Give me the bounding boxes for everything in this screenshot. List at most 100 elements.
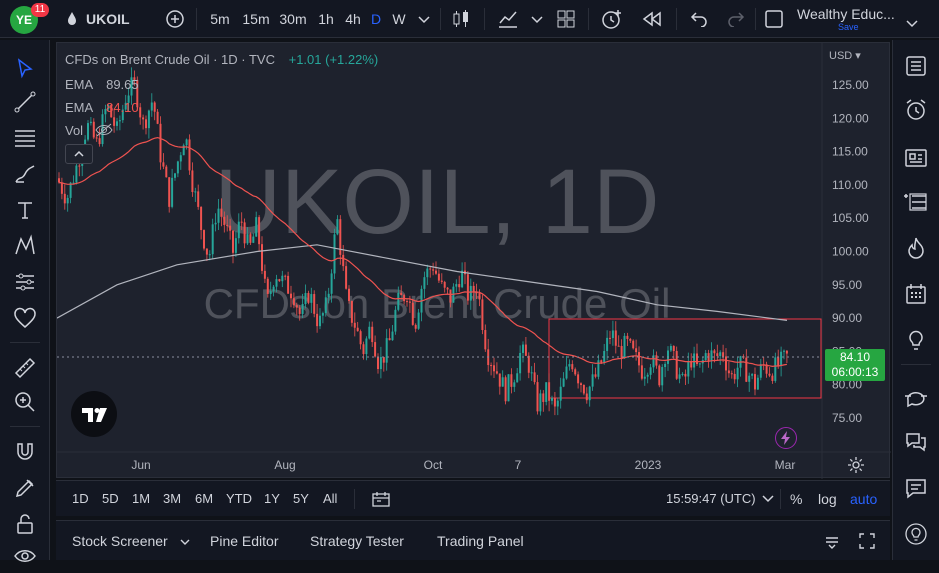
- interval-w[interactable]: W: [392, 11, 406, 27]
- range-all[interactable]: All: [323, 491, 338, 506]
- chats-icon[interactable]: [904, 430, 928, 454]
- undo-icon[interactable]: [688, 0, 710, 38]
- utc-clock[interactable]: 15:59:47 (UTC): [666, 491, 756, 506]
- account-name[interactable]: Wealthy Educ...: [797, 6, 895, 22]
- replay-icon[interactable]: [640, 0, 664, 38]
- candle-down: [226, 225, 229, 227]
- interval-30m[interactable]: 30m: [279, 11, 307, 27]
- ema-legend-2[interactable]: EMA 84.10: [65, 100, 139, 115]
- interval-4h[interactable]: 4h: [345, 11, 361, 27]
- price-change: +1.01 (+1.22%): [288, 52, 379, 67]
- messages-icon[interactable]: [904, 476, 928, 500]
- prediction-icon[interactable]: [13, 270, 37, 294]
- indicators-icon[interactable]: [496, 0, 520, 38]
- range-1m[interactable]: 1M: [132, 491, 151, 506]
- interval-5m[interactable]: 5m: [210, 11, 230, 27]
- streams-icon[interactable]: [904, 386, 928, 410]
- lightning-icon[interactable]: [775, 427, 797, 449]
- fullscreen-box-icon[interactable]: [763, 0, 785, 38]
- ema-legend-1[interactable]: EMA 89.65: [65, 77, 139, 92]
- candle-down: [722, 352, 725, 357]
- eye-hidden-icon[interactable]: [95, 123, 113, 140]
- price-tick-label: 95.00: [832, 278, 862, 292]
- brush-icon[interactable]: [13, 162, 37, 186]
- patterns-icon[interactable]: [13, 234, 37, 258]
- range-1y[interactable]: 1Y: [264, 491, 280, 506]
- volume-legend[interactable]: Vol: [65, 123, 113, 140]
- magnet-icon[interactable]: [13, 440, 37, 464]
- ema-fast-line: [58, 136, 788, 368]
- candles-chart-type-icon[interactable]: [450, 0, 472, 38]
- save-label[interactable]: Save: [838, 22, 859, 32]
- add-list-icon[interactable]: [904, 190, 928, 214]
- candle-down: [548, 382, 551, 401]
- calendar-icon[interactable]: [904, 282, 928, 306]
- compare-symbol-icon[interactable]: [163, 0, 187, 38]
- trend-line-icon[interactable]: [13, 90, 37, 114]
- range-5y[interactable]: 5Y: [293, 491, 309, 506]
- ideas-lightbulb-icon[interactable]: [904, 328, 928, 352]
- heart-icon[interactable]: [13, 306, 37, 330]
- symbol-drop-icon: [68, 11, 76, 25]
- stay-drawing-icon[interactable]: [13, 476, 37, 500]
- hotlists-flame-icon[interactable]: [904, 236, 928, 260]
- chart-pane[interactable]: UKOIL, 1D CFDs on Brent Crude Oil 125.00…: [56, 42, 891, 479]
- tab-stock-screener[interactable]: Stock Screener: [72, 521, 190, 561]
- candle-up: [649, 367, 652, 375]
- interval-15m[interactable]: 15m: [242, 11, 270, 27]
- percent-scale-toggle[interactable]: %: [790, 491, 803, 507]
- eye-icon[interactable]: [13, 544, 37, 568]
- redo-icon[interactable]: [725, 0, 747, 38]
- maximize-panel-icon[interactable]: [859, 521, 875, 561]
- candle-down: [162, 162, 165, 167]
- candle-down: [493, 365, 495, 372]
- auto-scale-toggle[interactable]: auto: [850, 491, 878, 507]
- collapse-panel-icon[interactable]: [824, 521, 840, 561]
- candle-up: [426, 268, 429, 278]
- interval-d[interactable]: D: [370, 11, 382, 27]
- tab-trading-panel[interactable]: Trading Panel: [437, 533, 524, 549]
- candle-down: [191, 170, 194, 193]
- range-5d[interactable]: 5D: [102, 491, 119, 506]
- time-axis-labels: Jun Aug Oct 7 2023 Mar: [131, 458, 795, 472]
- interval-1h[interactable]: 1h: [318, 11, 334, 27]
- collapse-legend-button[interactable]: [65, 144, 93, 164]
- range-3m[interactable]: 3M: [163, 491, 182, 506]
- layouts-grid-icon[interactable]: [555, 0, 577, 38]
- account-chevron-icon[interactable]: [906, 15, 918, 28]
- candle-down: [205, 248, 208, 255]
- lock-icon[interactable]: [13, 512, 37, 536]
- alarm-clock-icon[interactable]: [904, 98, 928, 122]
- candle-up: [272, 286, 275, 292]
- currency-label[interactable]: USD ▾: [829, 50, 861, 62]
- symbol-search-button[interactable]: UKOIL: [86, 11, 130, 27]
- candle-down: [727, 370, 730, 374]
- help-lightbulb-icon[interactable]: [904, 522, 928, 546]
- range-1d[interactable]: 1D: [72, 491, 89, 506]
- range-6m[interactable]: 6M: [195, 491, 214, 506]
- fib-retracement-icon[interactable]: [13, 126, 37, 150]
- alert-clock-icon[interactable]: [600, 0, 624, 38]
- candle-down: [478, 292, 481, 300]
- range-ytd[interactable]: YTD: [226, 491, 252, 506]
- watchlist-icon[interactable]: [904, 54, 928, 78]
- price-chart[interactable]: UKOIL, 1D CFDs on Brent Crude Oil 125.00…: [57, 43, 891, 479]
- ruler-icon[interactable]: [13, 356, 37, 380]
- news-icon[interactable]: [904, 146, 928, 170]
- candle-down: [635, 348, 638, 353]
- clock-chevron-icon[interactable]: [762, 481, 774, 517]
- tradingview-logo[interactable]: [71, 391, 117, 437]
- zoom-in-icon[interactable]: [13, 390, 37, 414]
- date-range-toolbar: 1D 5D 1M 3M 6M YTD 1Y 5Y All 15:59:47 (U…: [56, 480, 890, 516]
- cursor-icon[interactable]: [13, 56, 37, 80]
- text-tool-icon[interactable]: [13, 198, 37, 222]
- chart-title[interactable]: CFDs on Brent Crude Oil · 1D · TVC +1.01…: [65, 52, 378, 67]
- indicators-chevron-icon[interactable]: [530, 0, 544, 38]
- goto-date-icon[interactable]: [372, 481, 390, 517]
- tab-pine-editor[interactable]: Pine Editor: [210, 533, 279, 549]
- tab-strategy-tester[interactable]: Strategy Tester: [310, 533, 404, 549]
- chart-settings-gear-icon[interactable]: [847, 456, 865, 474]
- candle-up: [179, 155, 182, 162]
- chevron-down-icon[interactable]: [416, 0, 432, 38]
- log-scale-toggle[interactable]: log: [818, 491, 837, 507]
